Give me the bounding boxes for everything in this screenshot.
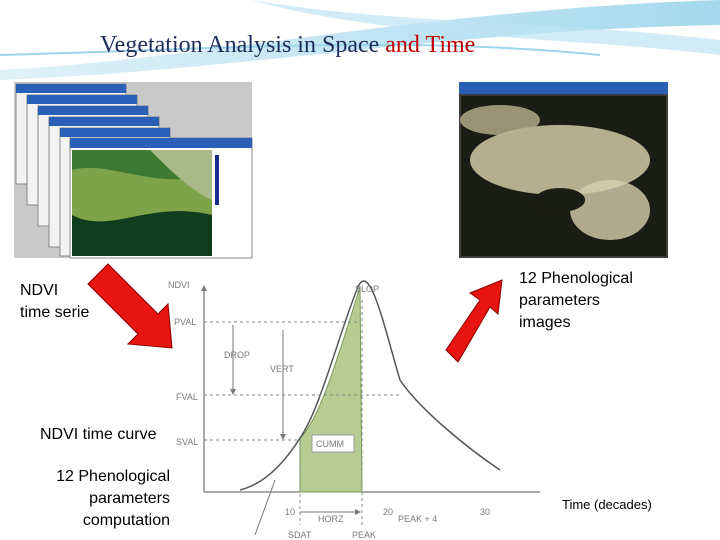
diagram-label: PEAK + 4 xyxy=(398,514,437,524)
ndvi-series-image xyxy=(14,82,253,259)
label-ndvi-curve: NDVI time curve xyxy=(40,426,157,443)
label-time-axis: Time (decades) xyxy=(562,497,652,512)
title-highlight: and Time xyxy=(385,32,475,58)
title: Vegetation Analysis in Space and Time xyxy=(100,32,475,58)
diagram-label: VERT xyxy=(270,364,294,374)
label-line: 12 Phenological xyxy=(56,468,170,485)
diagram-label: SVAL xyxy=(176,437,198,447)
diagram-label: PEAK xyxy=(352,530,376,540)
diagram-label: CUMM xyxy=(316,439,344,449)
x-tick-label: 20 xyxy=(383,507,393,517)
label-line: images xyxy=(519,314,571,331)
label-line: 12 Phenological xyxy=(519,270,633,287)
header-decoration xyxy=(0,0,720,80)
arrows xyxy=(87,263,503,363)
diagram-label: SLOP xyxy=(355,284,379,294)
label-line: time serie xyxy=(20,304,90,321)
label-phen-images: 12 Phenological parameters images xyxy=(519,268,633,334)
diagram-label: HORZ xyxy=(318,514,344,524)
phenology-diagram: NDVI SLOP PVAL DROP VERT FVAL SVAL CUMM … xyxy=(165,268,640,540)
title-text: Vegetation Analysis in Space xyxy=(100,32,379,58)
diagram-label: PVAL xyxy=(174,317,196,327)
label-line: computation xyxy=(82,512,170,529)
label-ndvi-series: NDVI time serie xyxy=(20,280,89,324)
diagram-label: SDAT xyxy=(288,530,312,540)
label-phen-computation: 12 Phenological parameters computation xyxy=(56,466,170,532)
x-tick-label: 30 xyxy=(480,507,490,517)
label-line: parameters xyxy=(89,490,170,507)
x-tick-label: 10 xyxy=(285,507,295,517)
diagram-label: NDVI xyxy=(168,280,190,290)
label-line: parameters xyxy=(519,292,600,309)
diagram-label: DROP xyxy=(224,350,250,360)
label-line: NDVI xyxy=(20,282,59,299)
phenology-image xyxy=(459,82,668,258)
diagram-label: FVAL xyxy=(176,392,198,402)
